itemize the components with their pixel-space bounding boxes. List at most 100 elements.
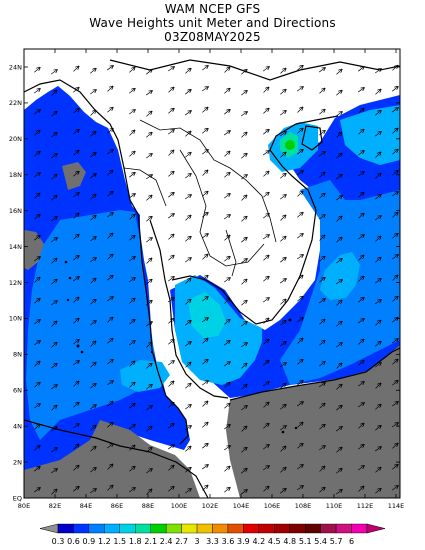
lat-tick-label: EQ — [13, 494, 22, 502]
wave-direction-arrow — [90, 384, 95, 389]
lon-tick-label: 80E — [18, 502, 30, 510]
wave-direction-arrow — [319, 341, 324, 346]
colorbar-over-triangle — [366, 523, 386, 534]
wave-direction-arrow — [202, 108, 207, 113]
wave-direction-arrow — [336, 490, 342, 495]
colorbar-swatch — [104, 523, 120, 534]
wave-direction-arrow — [168, 340, 173, 345]
wave-direction-arrows — [33, 66, 398, 495]
wave-direction-arrow — [280, 447, 286, 452]
wave-direction-arrow — [392, 444, 397, 449]
wave-direction-arrow — [89, 258, 96, 263]
wave-direction-arrow — [280, 174, 285, 179]
wave-direction-arrow — [375, 342, 380, 347]
wave-direction-arrow — [50, 385, 57, 390]
wave-direction-arrow — [184, 342, 191, 347]
wave-direction-arrow — [392, 171, 398, 176]
wave-direction-arrow — [375, 195, 380, 200]
colorbar-swatch — [88, 523, 105, 534]
wave-direction-arrow — [145, 175, 152, 180]
wave-direction-arrow — [107, 129, 113, 134]
wave-direction-arrow — [50, 301, 57, 306]
colorbar-label: 6 — [349, 537, 354, 546]
wave-direction-arrow — [263, 340, 268, 345]
wave-direction-arrow — [185, 132, 190, 137]
wave-direction-arrow — [90, 447, 95, 452]
wave-direction-arrow — [357, 172, 364, 177]
colorbar-label: 5.7 — [330, 537, 343, 546]
wave-direction-arrow — [185, 237, 190, 242]
wave-direction-arrow — [374, 447, 381, 452]
wave-direction-arrow — [129, 131, 135, 136]
wave-direction-arrow — [374, 69, 381, 74]
wave-direction-arrow — [280, 342, 286, 347]
wave-direction-arrow — [297, 444, 302, 449]
wave-direction-arrow — [319, 404, 324, 409]
wave-direction-arrow — [297, 108, 303, 113]
lon-tick-label: 112E — [357, 502, 374, 510]
wave-direction-arrow — [128, 194, 135, 199]
wave-direction-arrow — [358, 487, 364, 492]
wave-direction-arrow — [168, 424, 173, 429]
wave-direction-arrow — [34, 299, 39, 304]
wave-direction-arrow — [34, 215, 39, 220]
wave-direction-arrow — [297, 129, 302, 134]
wave-direction-arrow — [106, 150, 113, 155]
wave-direction-arrow — [375, 321, 380, 326]
wave-direction-arrow — [146, 490, 152, 495]
colorbar-label: 2.1 — [144, 537, 157, 546]
wave-direction-arrow — [224, 194, 230, 199]
wave-direction-arrow — [33, 173, 40, 178]
wave-direction-arrow — [280, 216, 286, 221]
wave-direction-arrow — [297, 66, 302, 71]
colorbar-label: 2.7 — [175, 537, 188, 546]
wave-direction-arrow — [392, 213, 397, 218]
wave-direction-arrow — [392, 360, 397, 365]
map-title-line2: Wave Heights unit Meter and Directions — [89, 16, 336, 30]
wave-direction-arrow — [107, 108, 112, 113]
colorbar-swatch — [73, 523, 90, 534]
wave-direction-arrow — [262, 151, 269, 156]
colorbar-label: 4.5 — [268, 537, 281, 546]
wave-direction-arrow — [391, 486, 398, 491]
wave-direction-arrow — [241, 469, 246, 474]
wave-direction-arrow — [128, 341, 135, 346]
wave-direction-arrow — [392, 465, 397, 470]
wave-direction-arrow — [50, 154, 57, 159]
wave-direction-arrow — [280, 384, 285, 389]
wave-direction-arrow — [146, 259, 152, 264]
wave-direction-arrow — [185, 468, 190, 473]
wave-direction-arrow — [280, 300, 285, 305]
colorbar-swatch — [181, 523, 198, 534]
wave-direction-arrow — [202, 129, 207, 134]
wave-direction-arrow — [374, 300, 381, 305]
wave-direction-arrow — [358, 277, 363, 282]
colorbar-swatch — [351, 523, 368, 534]
wave-direction-arrow — [358, 151, 364, 156]
wave-direction-arrow — [224, 173, 229, 178]
wave-direction-arrow — [391, 192, 398, 197]
colorbar-swatch — [165, 523, 182, 534]
wave-direction-arrow — [167, 361, 174, 366]
wave-direction-arrow — [262, 298, 269, 303]
wave-direction-arrow — [319, 425, 324, 430]
wave-direction-arrow — [106, 381, 113, 386]
wave-direction-arrow — [374, 216, 381, 221]
wave-direction-arrow — [262, 235, 269, 240]
wave-direction-arrow — [392, 297, 397, 302]
wave-direction-arrow — [202, 297, 208, 302]
wave-direction-arrow — [296, 318, 303, 323]
wave-direction-arrow — [51, 448, 57, 453]
lon-tick-label: 102E — [202, 502, 219, 510]
wave-direction-arrow — [319, 362, 325, 367]
wave-direction-arrow — [392, 381, 397, 386]
wave-direction-arrow — [129, 446, 134, 451]
wave-direction-arrow — [319, 488, 324, 493]
wave-direction-arrow — [241, 322, 247, 327]
wave-direction-arrow — [358, 67, 363, 72]
wave-direction-arrow — [241, 385, 246, 390]
wave-direction-arrow — [50, 70, 57, 75]
wave-direction-arrow — [263, 361, 268, 366]
wave-direction-arrow — [358, 109, 363, 114]
wave-direction-arrow — [375, 237, 380, 242]
